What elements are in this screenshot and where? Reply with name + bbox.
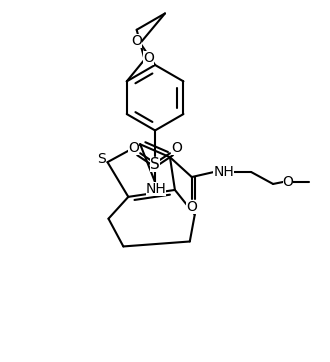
Text: O: O — [186, 200, 197, 214]
Text: O: O — [131, 34, 142, 48]
Text: S: S — [97, 152, 106, 166]
Text: O: O — [172, 141, 182, 155]
Text: O: O — [143, 51, 154, 64]
Text: NH: NH — [213, 165, 234, 179]
Text: O: O — [282, 175, 293, 189]
Text: S: S — [150, 157, 160, 172]
Text: O: O — [128, 141, 139, 155]
Text: NH: NH — [146, 182, 166, 196]
